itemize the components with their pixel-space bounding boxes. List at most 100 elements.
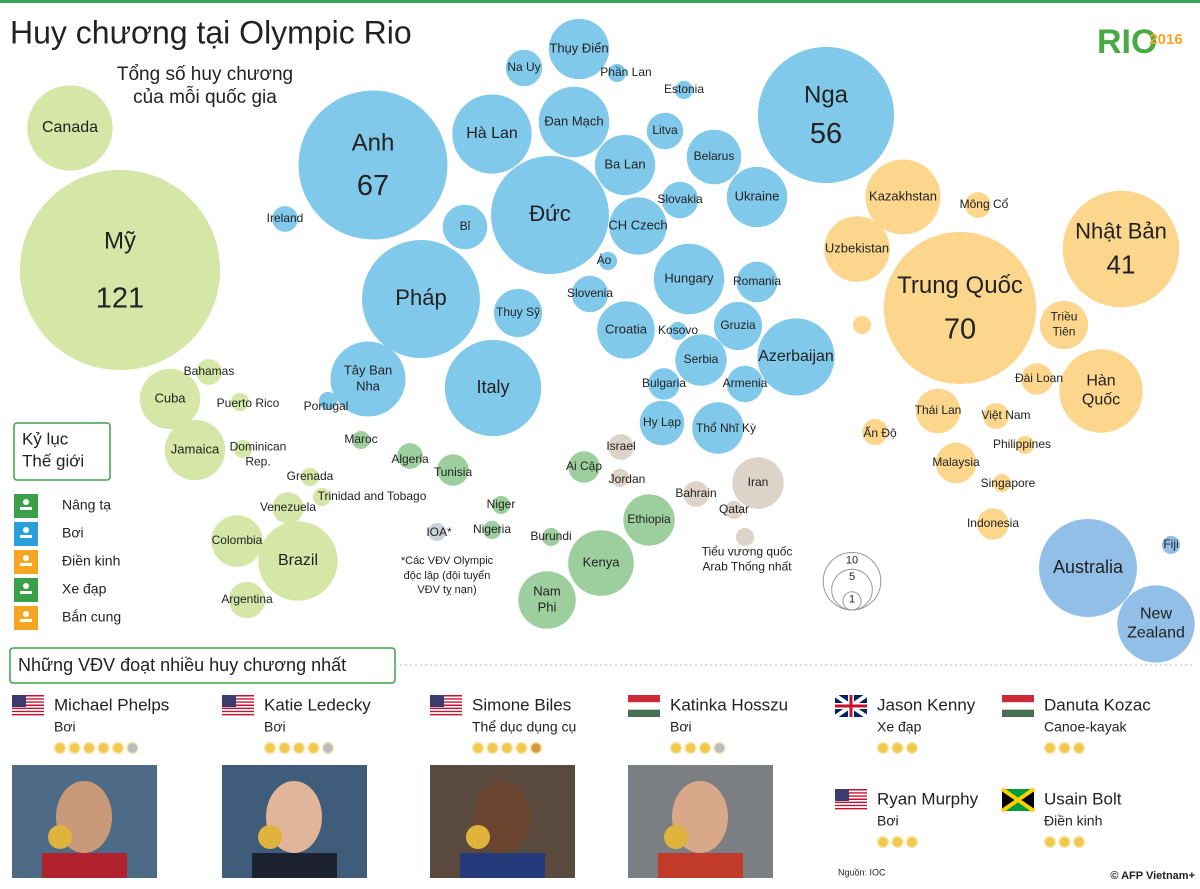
flag (430, 704, 462, 706)
country-bubble (668, 321, 688, 341)
country-label: Tiên (1053, 325, 1076, 339)
country-label: Slovenia (567, 286, 613, 300)
flag (12, 695, 26, 707)
country-bubble (300, 467, 320, 487)
athlete-sport: Điền kinh (1044, 813, 1102, 829)
athlete-name: Danuta Kozac (1044, 695, 1151, 714)
country-label: New (1140, 606, 1172, 623)
legend-label: Bắn cung (62, 609, 121, 625)
country-bubble (686, 129, 742, 185)
country-bubble (427, 522, 447, 542)
medal-dot (1043, 741, 1057, 755)
country-label: Anh (352, 129, 395, 156)
country-label: Bahrain (675, 486, 716, 500)
legend-icon (14, 606, 38, 630)
country-bubble (312, 487, 332, 507)
country-bubble (865, 159, 941, 235)
flag (430, 699, 462, 702)
country-bubble (735, 527, 755, 547)
medal-dot (876, 835, 890, 849)
logo-year: 2016 (1149, 31, 1182, 48)
country-label: CH Czech (608, 217, 667, 232)
athlete-photo-medal (664, 825, 688, 849)
country-label: Ireland (267, 211, 304, 225)
country-label: Israel (606, 439, 635, 453)
country-value: 41 (1107, 249, 1136, 279)
medal-dot (278, 741, 291, 755)
country-label: Nhật Bản (1075, 218, 1167, 243)
country-label: Qatar (719, 502, 749, 516)
country-label: Tunisia (434, 465, 473, 479)
country-bubble (1117, 585, 1195, 663)
country-label: Mỹ (104, 227, 136, 254)
athlete-photo-medal (466, 825, 490, 849)
country-label: Thổ Nhĩ Kỳ (696, 421, 756, 435)
flag (222, 695, 254, 697)
country-label: Ai Cập (566, 459, 602, 473)
country-bubble (623, 494, 675, 546)
country-bubble (442, 204, 488, 250)
country-bubble (541, 527, 561, 547)
legend-icon-figure (23, 555, 29, 561)
legend-icon-figure (23, 611, 29, 617)
country-bubble (482, 520, 502, 540)
note: *Các VĐV Olympic (401, 555, 494, 567)
flag (835, 801, 867, 804)
country-label: Dominican (230, 440, 287, 454)
note: VĐV tỵ nạn) (417, 584, 476, 596)
flag (12, 709, 44, 711)
country-label: Thụy Điển (549, 40, 608, 55)
legend-label: Điền kinh (62, 553, 120, 569)
flag (835, 800, 867, 802)
country-label: Serbia (684, 352, 719, 366)
flag (835, 804, 867, 807)
flag (430, 701, 462, 703)
medal-dot (1043, 835, 1057, 849)
country-label: Hàn (1086, 373, 1115, 390)
country-bubble (444, 339, 542, 437)
flag (222, 710, 254, 713)
medal-dot (53, 741, 67, 755)
country-bubble (675, 334, 727, 386)
country-bubble (538, 86, 610, 158)
country-bubble (935, 442, 977, 484)
athlete-photo-body (658, 853, 743, 878)
country-bubble (228, 581, 266, 619)
legend-label: Nâng tạ (62, 497, 111, 513)
flag (430, 702, 462, 705)
country-bubble (610, 468, 630, 488)
legend-icon (14, 550, 38, 574)
country-bubble (491, 156, 609, 274)
country-label: Philippines (993, 437, 1051, 451)
country-bubble (437, 454, 469, 486)
flag (12, 698, 44, 700)
country-bubble (1039, 300, 1089, 350)
flag (1002, 695, 1034, 703)
medal-dot (1072, 741, 1086, 755)
country-bubble (568, 451, 600, 483)
country-label: Nam (533, 583, 560, 598)
medal-dot (713, 741, 726, 755)
country-label: Áo (597, 252, 612, 267)
flag (12, 715, 44, 717)
country-bubble (318, 391, 338, 411)
country-bubble (491, 495, 511, 515)
country-label: Bỉ (460, 219, 471, 233)
country-label: Quốc (1082, 392, 1120, 409)
flag (430, 710, 462, 713)
country-label: Canada (42, 119, 98, 136)
country-label: Australia (1053, 557, 1124, 577)
country-label: Romania (733, 274, 781, 288)
country-label: Kazakhstan (869, 188, 937, 203)
country-label: Azerbaijan (758, 348, 834, 365)
flag (12, 707, 44, 710)
country-bubble (732, 457, 784, 509)
medal-dot (97, 741, 110, 755)
country-bubble (233, 439, 253, 459)
country-label: Mông Cổ (960, 197, 1009, 211)
flag (222, 707, 254, 710)
athlete-name: Simone Biles (472, 695, 571, 714)
country-bubble (19, 169, 221, 371)
country-value: 67 (357, 170, 389, 202)
country-bubble (452, 94, 532, 174)
